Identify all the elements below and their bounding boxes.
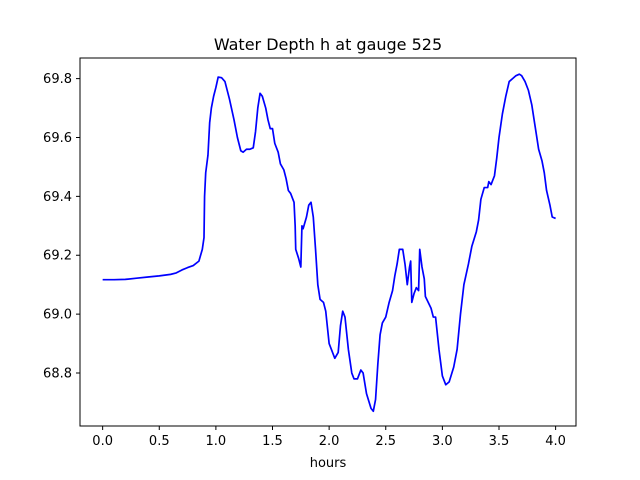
x-tick-label: 1.0 (206, 434, 227, 449)
y-tick-label: 69.4 (43, 190, 72, 205)
axes-frame (79, 57, 577, 427)
y-tick-label: 69.0 (43, 308, 72, 323)
x-tick-label: 1.5 (262, 434, 283, 449)
x-tick-label: 0.0 (92, 434, 113, 449)
x-tick-label: 3.5 (489, 434, 510, 449)
y-tick-label: 69.8 (43, 72, 72, 87)
x-tick-label: 0.5 (149, 434, 170, 449)
x-tick-label: 3.0 (432, 434, 453, 449)
x-tick-label: 2.5 (375, 434, 396, 449)
y-tick-label: 68.8 (43, 367, 72, 382)
plot-area: 0.0 0.5 1.0 1.5 2.0 2.5 3.0 3.5 4.0 68.8 69.0 69.2 6… (43, 57, 577, 449)
y-tick-label: 69.6 (43, 131, 72, 146)
chart-title: Water Depth h at gauge 525 (214, 35, 442, 54)
x-tick-label: 4.0 (545, 434, 566, 449)
x-tick-label: 2.0 (319, 434, 340, 449)
x-axis-label: hours (310, 456, 347, 471)
y-tick-label: 69.2 (43, 249, 72, 264)
series-line-0 (102, 73, 556, 413)
